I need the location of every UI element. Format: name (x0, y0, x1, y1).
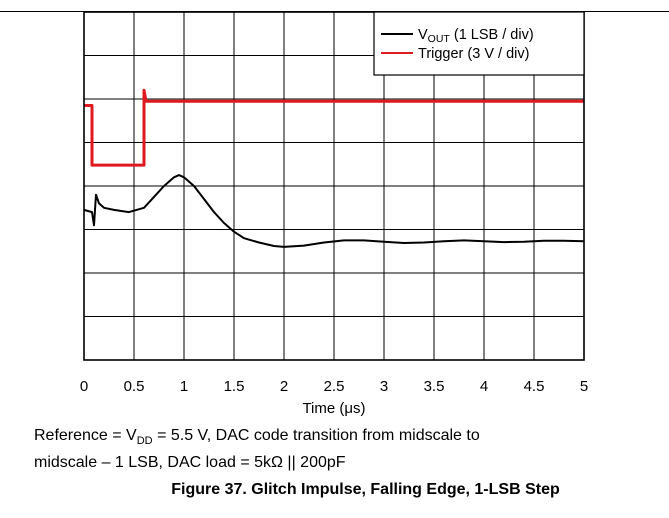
caption-line-1: Reference = VDD = 5.5 V, DAC code transi… (34, 427, 480, 448)
series-line-trigger (84, 88, 584, 167)
plot-frame (83, 11, 585, 361)
series-line-vout (83, 174, 585, 248)
caption-line-2: midscale – 1 LSB, DAC load = 5kΩ || 200p… (34, 454, 346, 472)
x-tick-label: 5 (580, 378, 588, 395)
x-tick-label: 3.5 (424, 378, 445, 395)
x-tick-label: 2.5 (324, 378, 345, 395)
x-tick-labels: 0 0.5 1 1.5 2 2.5 3 3.5 4 4.5 5 (80, 378, 588, 395)
x-tick-label: 2 (280, 378, 288, 395)
x-tick-label: 4.5 (524, 378, 545, 395)
x-tick-label: 4 (480, 378, 488, 395)
x-axis-title: Time (μs) (302, 400, 365, 417)
glitch-chart: 0 0.5 1 1.5 2 2.5 3 3.5 4 4.5 5 Time (μs) VOUT (1 … (80, 11, 588, 417)
series-layer (83, 88, 585, 248)
legend: VOUT (1 LSB / div) Trigger (3 V / div) (373, 11, 585, 76)
figure-caption: Reference = VDD = 5.5 V, DAC code transi… (34, 425, 654, 473)
x-tick-label: 0 (80, 378, 88, 395)
x-tick-label: 3 (380, 378, 388, 395)
x-tick-label: 1.5 (224, 378, 245, 395)
x-tick-label: 1 (180, 378, 188, 395)
legend-box (373, 11, 585, 76)
figure-title: Figure 37. Glitch Impulse, Falling Edge,… (171, 481, 560, 498)
legend-label-vout: VOUT (1 LSB / div) (418, 27, 534, 45)
legend-label-trigger: Trigger (3 V / div) (418, 46, 529, 62)
x-tick-label: 0.5 (124, 378, 145, 395)
